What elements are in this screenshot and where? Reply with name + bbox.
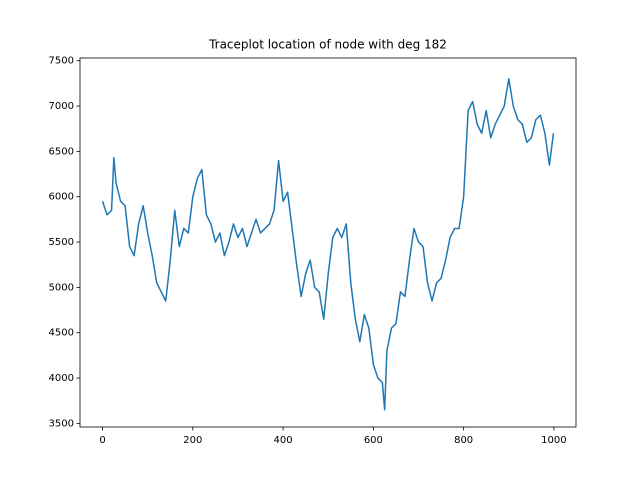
y-tick-label: 7500 bbox=[49, 56, 74, 67]
line bbox=[101, 78, 555, 411]
y-tick-label: 6000 bbox=[49, 192, 74, 203]
y-tick-label: 4500 bbox=[49, 328, 74, 339]
y-tick-label: 5500 bbox=[49, 237, 74, 248]
y-tick-label: 3500 bbox=[49, 418, 74, 429]
x-tick-label: 600 bbox=[364, 435, 383, 446]
chart-title: Traceplot location of node with deg 182 bbox=[208, 38, 447, 52]
y-tick-label: 5000 bbox=[49, 282, 74, 293]
y-tick-label: 4000 bbox=[49, 373, 74, 384]
axes-frame bbox=[79, 57, 577, 428]
x-tick-label: 0 bbox=[99, 435, 105, 446]
y-tick-label: 6500 bbox=[49, 146, 74, 157]
x-tick-label: 400 bbox=[274, 435, 293, 446]
x-tick-label: 200 bbox=[183, 435, 202, 446]
y-tick-label: 7000 bbox=[49, 101, 74, 112]
x-tick-label: 800 bbox=[454, 435, 473, 446]
x-tick-label: 1000 bbox=[541, 435, 566, 446]
